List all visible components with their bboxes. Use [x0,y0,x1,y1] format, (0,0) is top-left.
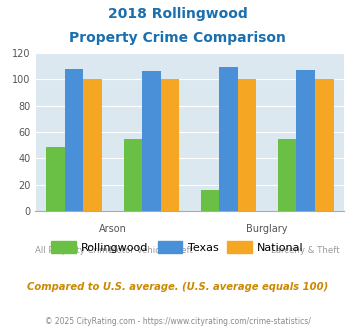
Bar [296,70,315,211]
Bar [142,71,160,211]
Bar [83,79,102,211]
Text: Larceny & Theft: Larceny & Theft [272,246,340,255]
Text: © 2025 CityRating.com - https://www.cityrating.com/crime-statistics/: © 2025 CityRating.com - https://www.city… [45,317,310,326]
Text: All Property Crime: All Property Crime [35,246,113,255]
Bar [278,139,296,211]
Bar [46,147,65,211]
Text: Compared to U.S. average. (U.S. average equals 100): Compared to U.S. average. (U.S. average … [27,282,328,292]
Text: Arson: Arson [99,224,127,234]
Text: Motor Vehicle Theft: Motor Vehicle Theft [109,246,193,255]
Legend: Rollingwood, Texas, National: Rollingwood, Texas, National [47,237,308,257]
Bar [160,79,179,211]
Text: Property Crime Comparison: Property Crime Comparison [69,31,286,45]
Bar [238,79,256,211]
Bar [315,79,334,211]
Bar [124,139,142,211]
Bar [201,190,219,211]
Bar [65,69,83,211]
Text: Burglary: Burglary [246,224,288,234]
Text: 2018 Rollingwood: 2018 Rollingwood [108,7,247,20]
Bar [219,67,238,211]
